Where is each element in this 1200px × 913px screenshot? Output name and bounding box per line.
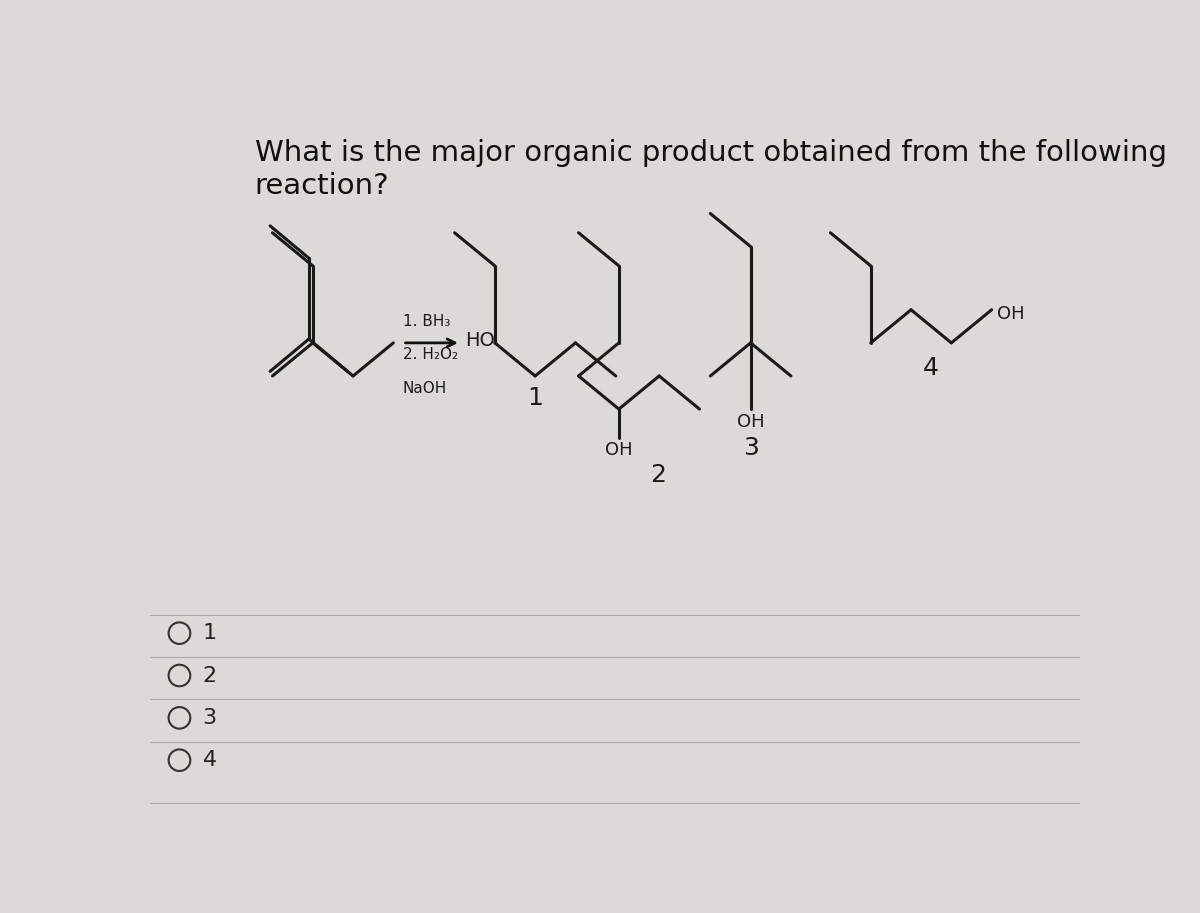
Text: OH: OH	[997, 305, 1025, 322]
Text: 2: 2	[203, 666, 217, 686]
Text: 1. BH₃: 1. BH₃	[403, 314, 450, 329]
Text: 4: 4	[203, 750, 217, 771]
Text: What is the major organic product obtained from the following: What is the major organic product obtain…	[254, 139, 1166, 167]
Text: 3: 3	[203, 708, 217, 728]
Text: 2. H₂O₂: 2. H₂O₂	[403, 347, 457, 362]
Text: 2: 2	[649, 463, 666, 488]
Text: 1: 1	[203, 624, 217, 643]
Text: NaOH: NaOH	[403, 382, 446, 396]
Text: OH: OH	[605, 441, 632, 459]
Text: 4: 4	[923, 356, 940, 380]
Text: 1: 1	[527, 386, 544, 410]
Text: reaction?: reaction?	[254, 172, 389, 200]
Text: OH: OH	[737, 413, 764, 431]
Text: 3: 3	[743, 436, 758, 459]
Text: HO: HO	[464, 331, 494, 350]
